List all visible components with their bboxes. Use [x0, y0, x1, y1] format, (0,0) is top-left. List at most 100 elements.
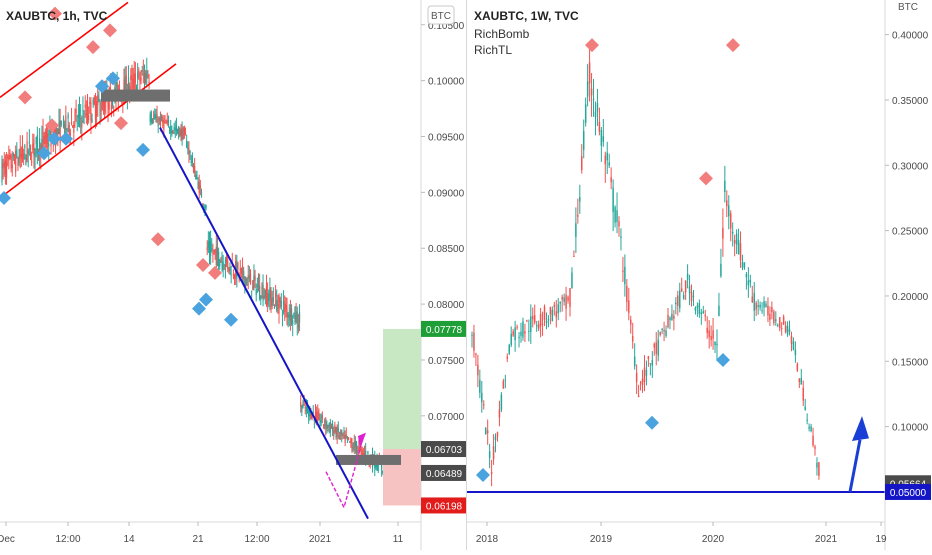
indicator-richbomb[interactable]: RichBomb: [474, 27, 530, 41]
candle-body: [85, 113, 87, 116]
candle-body: [182, 127, 184, 140]
resistance-zone[interactable]: [101, 89, 170, 102]
candle-body: [252, 280, 254, 290]
left-price-label-box[interactable]: [421, 320, 467, 337]
right-price-label-box[interactable]: [885, 483, 931, 500]
right-price-axis[interactable]: 0.40000 0.35000 0.30000 0.25000 0.20000 0.150…: [884, 0, 931, 550]
candle-body: [190, 160, 192, 163]
candle-body: [502, 380, 505, 389]
candle-body: [247, 274, 249, 279]
channel-lower-line[interactable]: [0, 63, 177, 199]
candle-body: [49, 129, 51, 135]
candle-body: [65, 115, 67, 130]
sell-signal-marker[interactable]: [726, 38, 740, 53]
right-chart-panel[interactable]: 0.40000 0.35000 0.30000 0.25000 0.20000 0.150…: [467, 0, 931, 550]
bounce-arrow-shaft[interactable]: [848, 439, 862, 493]
buy-signal-marker[interactable]: [95, 79, 109, 94]
sell-signal-marker[interactable]: [18, 90, 32, 105]
candle-body: [377, 463, 379, 471]
candle-body: [759, 304, 761, 308]
sell-signal-marker[interactable]: [103, 23, 117, 38]
candle-body: [610, 177, 612, 183]
buy-signal-marker[interactable]: [645, 415, 659, 430]
left-time-axis[interactable]: Dec 12:00 14 21 12:00 2021 11: [0, 521, 421, 545]
candle-body: [704, 314, 706, 317]
target-zone[interactable]: [383, 328, 421, 450]
buy-signal-marker[interactable]: [106, 71, 120, 86]
buy-signal-marker[interactable]: [224, 312, 238, 327]
sell-signal-marker[interactable]: [114, 116, 128, 131]
sell-signal-marker[interactable]: [151, 232, 165, 247]
left-chart-panel[interactable]: 0.10500 0.10000 0.09500 0.09000 0.08500 0.080…: [0, 0, 467, 550]
buy-signal-marker[interactable]: [716, 352, 730, 367]
candle-body: [10, 155, 12, 169]
indicator-richtl[interactable]: RichTL: [474, 43, 512, 57]
channel-upper-line[interactable]: [0, 1, 129, 99]
sell-signal-marker[interactable]: [86, 40, 100, 55]
buy-signal-marker[interactable]: [47, 131, 61, 146]
candle-body: [16, 149, 18, 157]
right-price-label: 0.05000: [890, 488, 927, 499]
projection-arrow-head[interactable]: [358, 432, 366, 450]
candle-body: [543, 306, 546, 321]
candle-body: [154, 113, 156, 119]
candle-body: [42, 133, 44, 135]
left-price-label-box[interactable]: [421, 441, 467, 458]
sell-signal-marker[interactable]: [45, 118, 59, 133]
sell-signal-marker[interactable]: [699, 171, 713, 186]
candle-body: [19, 147, 21, 159]
left-price-label-box[interactable]: [421, 464, 467, 481]
candle-body: [34, 148, 36, 158]
candle-body: [208, 240, 211, 253]
candle-body: [606, 152, 608, 161]
candle-body: [89, 101, 91, 104]
candle-body: [78, 109, 81, 113]
candle-body: [158, 118, 160, 121]
candle-body: [300, 402, 302, 407]
buy-signal-marker[interactable]: [476, 467, 490, 482]
buy-signal-marker[interactable]: [37, 146, 51, 161]
candle-body: [27, 150, 29, 154]
candle-body: [228, 267, 230, 272]
bounce-arrow-head[interactable]: [852, 416, 869, 441]
buy-signal-marker[interactable]: [136, 142, 150, 157]
candle-body: [335, 432, 337, 438]
projection-path[interactable]: [325, 449, 361, 510]
candle-body: [535, 325, 538, 327]
right-drawings[interactable]: [467, 38, 885, 493]
candle-body: [602, 136, 605, 142]
sell-signal-marker[interactable]: [208, 265, 222, 280]
candle-body: [302, 403, 304, 409]
candle-body: [241, 266, 244, 273]
sell-signal-marker[interactable]: [48, 6, 62, 21]
candle-body: [798, 378, 801, 383]
candle-body: [557, 304, 559, 314]
buy-signal-marker[interactable]: [59, 131, 73, 146]
buy-signal-marker[interactable]: [199, 292, 213, 307]
buy-signal-marker[interactable]: [0, 190, 11, 205]
candle-body: [334, 424, 336, 433]
candle-body: [327, 425, 329, 429]
candle-body: [301, 405, 303, 413]
entry-zone[interactable]: [336, 454, 401, 465]
candle-body: [479, 379, 481, 393]
left-price-label-box[interactable]: [421, 497, 467, 514]
candle-body: [176, 128, 179, 132]
left-drawings[interactable]: [0, 1, 421, 520]
downtrend-line[interactable]: [159, 127, 369, 520]
candle-body: [659, 332, 661, 335]
candle-body: [20, 153, 22, 157]
left-price-axis[interactable]: 0.10500 0.10000 0.09500 0.09000 0.08500 0.080…: [420, 0, 467, 550]
right-y-tick-label: 0.35000: [892, 96, 929, 107]
sell-signal-marker[interactable]: [196, 258, 210, 272]
left-currency-badge-box[interactable]: [427, 5, 455, 25]
buy-signal-marker[interactable]: [192, 301, 206, 316]
candle-body: [329, 422, 331, 433]
candle-body: [249, 273, 252, 285]
candle-body: [346, 436, 349, 438]
candle-body: [81, 120, 83, 128]
right-time-axis[interactable]: 2018 2019 2020 2021 19: [467, 521, 887, 545]
candle-body: [255, 289, 257, 296]
sell-signal-marker[interactable]: [585, 38, 599, 53]
